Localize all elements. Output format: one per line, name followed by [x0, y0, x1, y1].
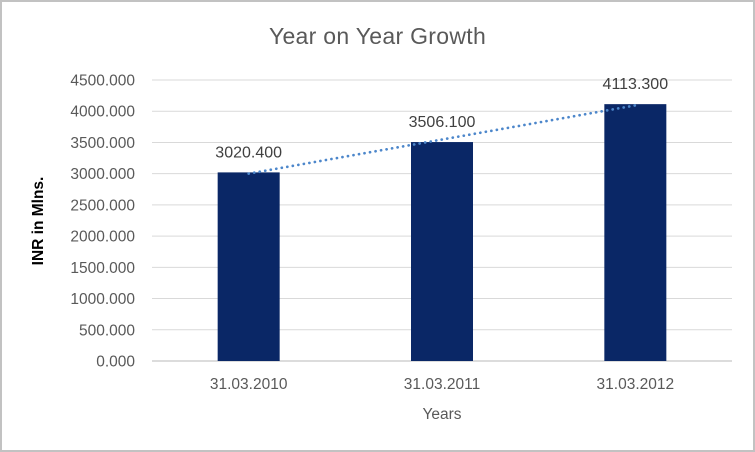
y-tick-label: 0.000	[96, 354, 135, 371]
chart-title: Year on Year Growth	[268, 23, 487, 49]
bar-data-label: 3020.400	[215, 144, 282, 161]
bar-data-label: 4113.300	[603, 76, 669, 93]
y-tick-label: 1500.000	[70, 260, 135, 277]
x-tick-label: 31.03.2012	[597, 376, 675, 393]
trendline	[247, 104, 637, 176]
y-tick-label: 3500.000	[70, 135, 135, 152]
y-tick-label: 4500.000	[70, 73, 135, 90]
y-tick-label: 2500.000	[70, 197, 135, 214]
y-tick-label: 3000.000	[70, 166, 135, 183]
x-tick-label: 31.03.2011	[404, 376, 480, 393]
y-tick-label: 2000.000	[70, 229, 135, 246]
bar	[604, 104, 667, 361]
bar	[217, 172, 280, 361]
y-tick-label: 1000.000	[70, 291, 135, 308]
bar	[411, 142, 473, 361]
y-tick-label: 500.000	[79, 322, 135, 339]
x-tick-label: 31.03.2010	[210, 376, 288, 393]
x-axis-title: Years	[422, 406, 462, 423]
y-tick-label: 4000.000	[70, 104, 135, 121]
bar-data-label: 3506.100	[409, 114, 476, 131]
